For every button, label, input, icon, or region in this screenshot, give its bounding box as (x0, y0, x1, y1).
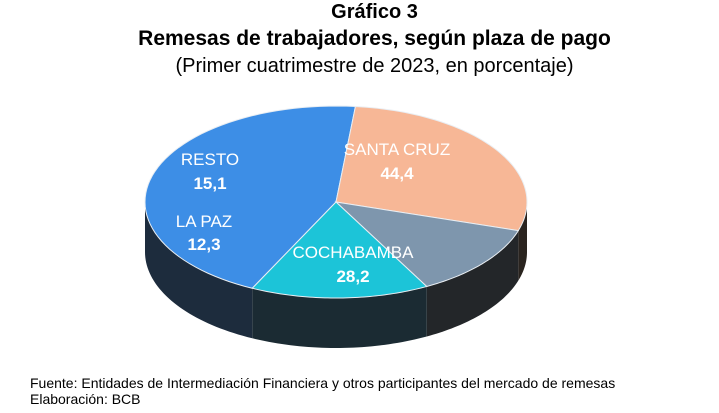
chart-title: Remesas de trabajadores, según plaza de … (138, 27, 611, 50)
pie-slice-santa-cruz (144, 105, 357, 289)
slice-value: 12,3 (187, 235, 220, 254)
pie-sides (145, 202, 527, 348)
slice-value: 44,4 (380, 164, 414, 183)
slice-label: SANTA CRUZ (344, 140, 450, 159)
slice-label: RESTO (181, 150, 239, 169)
pie-side-la-paz (426, 230, 519, 337)
pie-tops (144, 105, 528, 299)
pie-side-cochabamba (518, 202, 527, 281)
pie-slice-la-paz (334, 201, 520, 288)
credit-note: Elaboración: BCB (30, 391, 141, 407)
pie-side-santa-cruz (145, 202, 253, 339)
pie-slice-resto (251, 201, 428, 299)
pie-side-resto (252, 286, 427, 348)
pie-slice-cochabamba (335, 105, 528, 232)
slice-label: LA PAZ (176, 212, 232, 231)
source-note: Fuente: Entidades de Intermediación Fina… (30, 375, 616, 391)
slice-value: 28,2 (336, 267, 369, 286)
slice-value: 15,1 (193, 174, 226, 193)
pie-labels: SANTA CRUZ 44,4 COCHABAMBA 28,2 LA PAZ 12,3 RE… (176, 140, 450, 286)
figure-label: Gráfico 3 (331, 1, 418, 23)
chart-subtitle: (Primer cuatrimestre de 2023, en porcent… (175, 55, 574, 77)
slice-label: COCHABAMBA (293, 243, 415, 262)
